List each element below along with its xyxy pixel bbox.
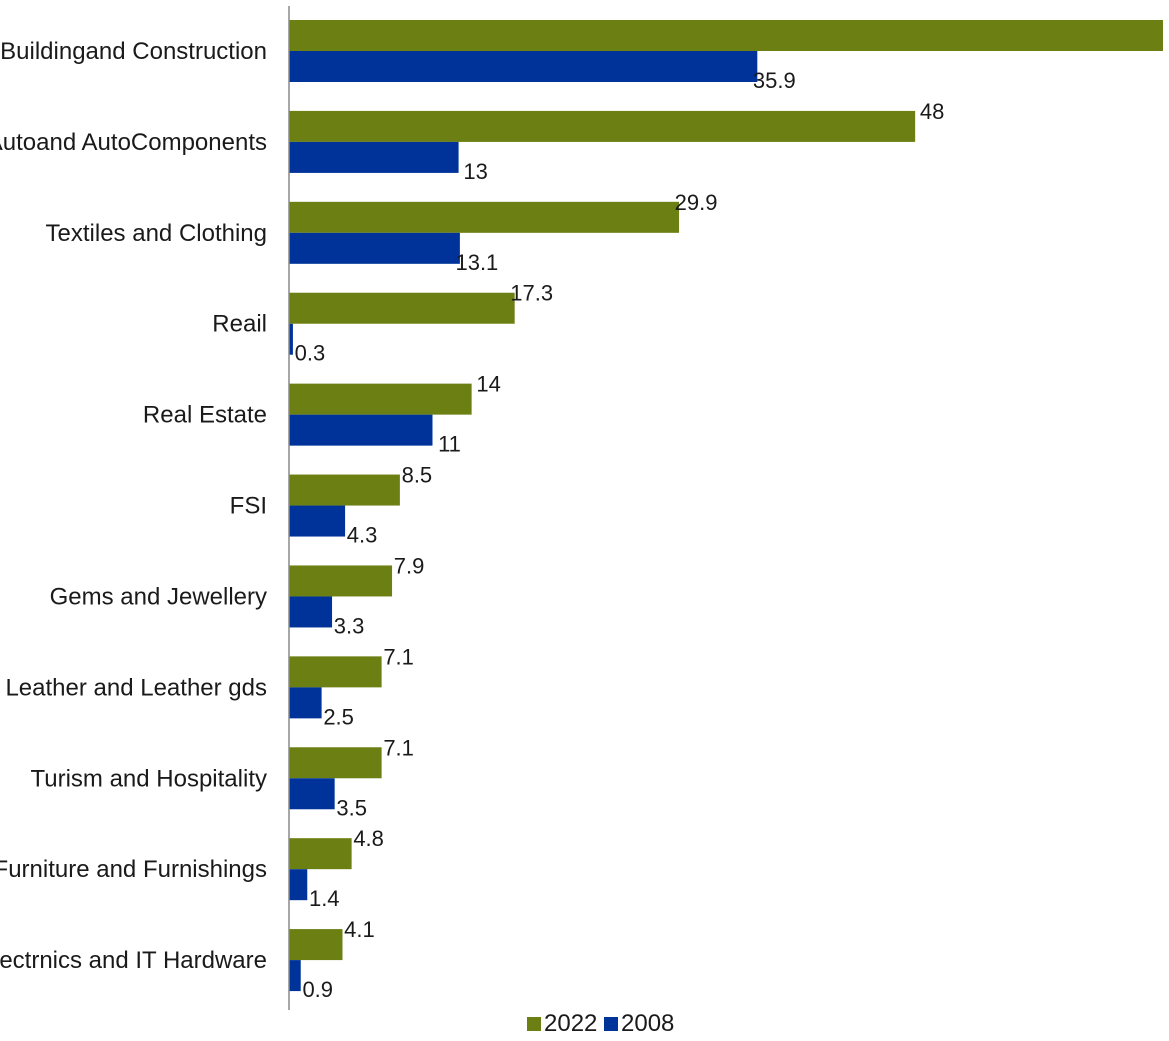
bar-2022-fsi (289, 474, 400, 506)
value-label-2008-real-estate: 11 (438, 432, 461, 457)
value-label-2008-buildingand-construction: 35.9 (753, 68, 796, 93)
value-label-2008-gems-and-jewellery: 3.3 (334, 613, 365, 638)
category-label-textiles-and-clothing: Textiles and Clothing (46, 220, 267, 247)
bar-2008-autoand-autocomponents (289, 141, 459, 173)
value-label-2022-fsi: 8.5 (402, 463, 433, 488)
value-label-2008-fsi: 4.3 (347, 523, 378, 548)
value-labels-group: 35.9 48 13 29.9 13.1 17.3 0.3 14 118.5 4.3 7.9 3.3 7… (295, 68, 945, 1002)
value-label-2008-furniture-and-furnishings: 1.4 (309, 886, 340, 911)
bar-2008-electrnics-and-it-hardware (289, 960, 301, 992)
legend-swatch-2022 (527, 1017, 541, 1031)
value-label-2008-electrnics-and-it-hardware: 0.9 (302, 977, 333, 1002)
value-label-2008-turism-and-hospitality: 3.5 (336, 795, 367, 820)
value-label-2022-leather-and-leather-gds: 7.1 (383, 644, 414, 669)
category-label-leather-and-leather-gds: Leather and Leather gds (5, 674, 267, 701)
bar-2008-fsi (289, 505, 346, 537)
legend-label-2022: 2022 (544, 1010, 597, 1037)
bar-2008-real-estate (289, 414, 433, 446)
bar-2022-leather-and-leather-gds (289, 656, 382, 688)
category-label-gems-and-jewellery: Gems and Jewellery (50, 583, 267, 610)
bar-2022-electrnics-and-it-hardware (289, 929, 343, 961)
bar-2022-turism-and-hospitality (289, 747, 382, 779)
value-label-2008-reail: 0.3 (295, 341, 326, 366)
bar-2022-autoand-autocomponents (289, 110, 916, 142)
value-label-2022-gems-and-jewellery: 7.9 (394, 553, 425, 578)
value-label-2022-reail: 17.3 (510, 281, 553, 306)
value-label-2022-turism-and-hospitality: 7.1 (383, 735, 414, 760)
bar-2008-leather-and-leather-gds (289, 687, 322, 719)
bar-2008-turism-and-hospitality (289, 778, 335, 810)
bar-2022-buildingand-construction (289, 20, 1163, 51)
category-label-reail: Reail (212, 311, 267, 338)
bar-2008-buildingand-construction (289, 51, 758, 82)
bar-2022-furniture-and-furnishings (289, 838, 352, 870)
value-label-2022-autoand-autocomponents: 48 (920, 99, 944, 124)
category-label-fsi: FSI (230, 493, 267, 520)
value-label-2008-autoand-autocomponents: 13 (463, 159, 487, 184)
legend-label-2008: 2008 (621, 1010, 674, 1037)
legend-swatch-2008 (604, 1017, 618, 1031)
bar-2022-reail (289, 292, 515, 324)
value-label-2008-leather-and-leather-gds: 2.5 (323, 704, 354, 729)
category-label-real-estate: Real Estate (143, 402, 267, 429)
category-labels-group: Buildingand Construction Autoand AutoComp… (0, 38, 267, 974)
legend: 2022 2008 (527, 1010, 674, 1037)
bar-2008-gems-and-jewellery (289, 596, 333, 628)
value-label-2022-real-estate: 14 (476, 372, 500, 397)
category-label-turism-and-hospitality: Turism and Hospitality (30, 765, 267, 792)
bar-2008-furniture-and-furnishings (289, 869, 308, 901)
category-label-furniture-and-furnishings: Furniture and Furnishings (0, 856, 267, 883)
bars-group (289, 20, 1163, 992)
bar-2022-textiles-and-clothing (289, 201, 680, 233)
category-label-buildingand-construction: Buildingand Construction (0, 38, 267, 65)
bar-2022-real-estate (289, 383, 472, 415)
bar-2008-textiles-and-clothing (289, 232, 460, 264)
bar-2022-gems-and-jewellery (289, 565, 393, 597)
value-label-2022-electrnics-and-it-hardware: 4.1 (344, 917, 375, 942)
value-label-2022-textiles-and-clothing: 29.9 (675, 190, 718, 215)
bar-2008-reail (289, 323, 293, 355)
category-label-autoand-autocomponents: Autoand AutoComponents (0, 129, 267, 156)
value-label-2008-textiles-and-clothing: 13.1 (455, 250, 498, 275)
category-label-electrnics-and-it-hardware: Electrnics and IT Hardware (0, 947, 267, 974)
value-label-2022-furniture-and-furnishings: 4.8 (353, 826, 384, 851)
